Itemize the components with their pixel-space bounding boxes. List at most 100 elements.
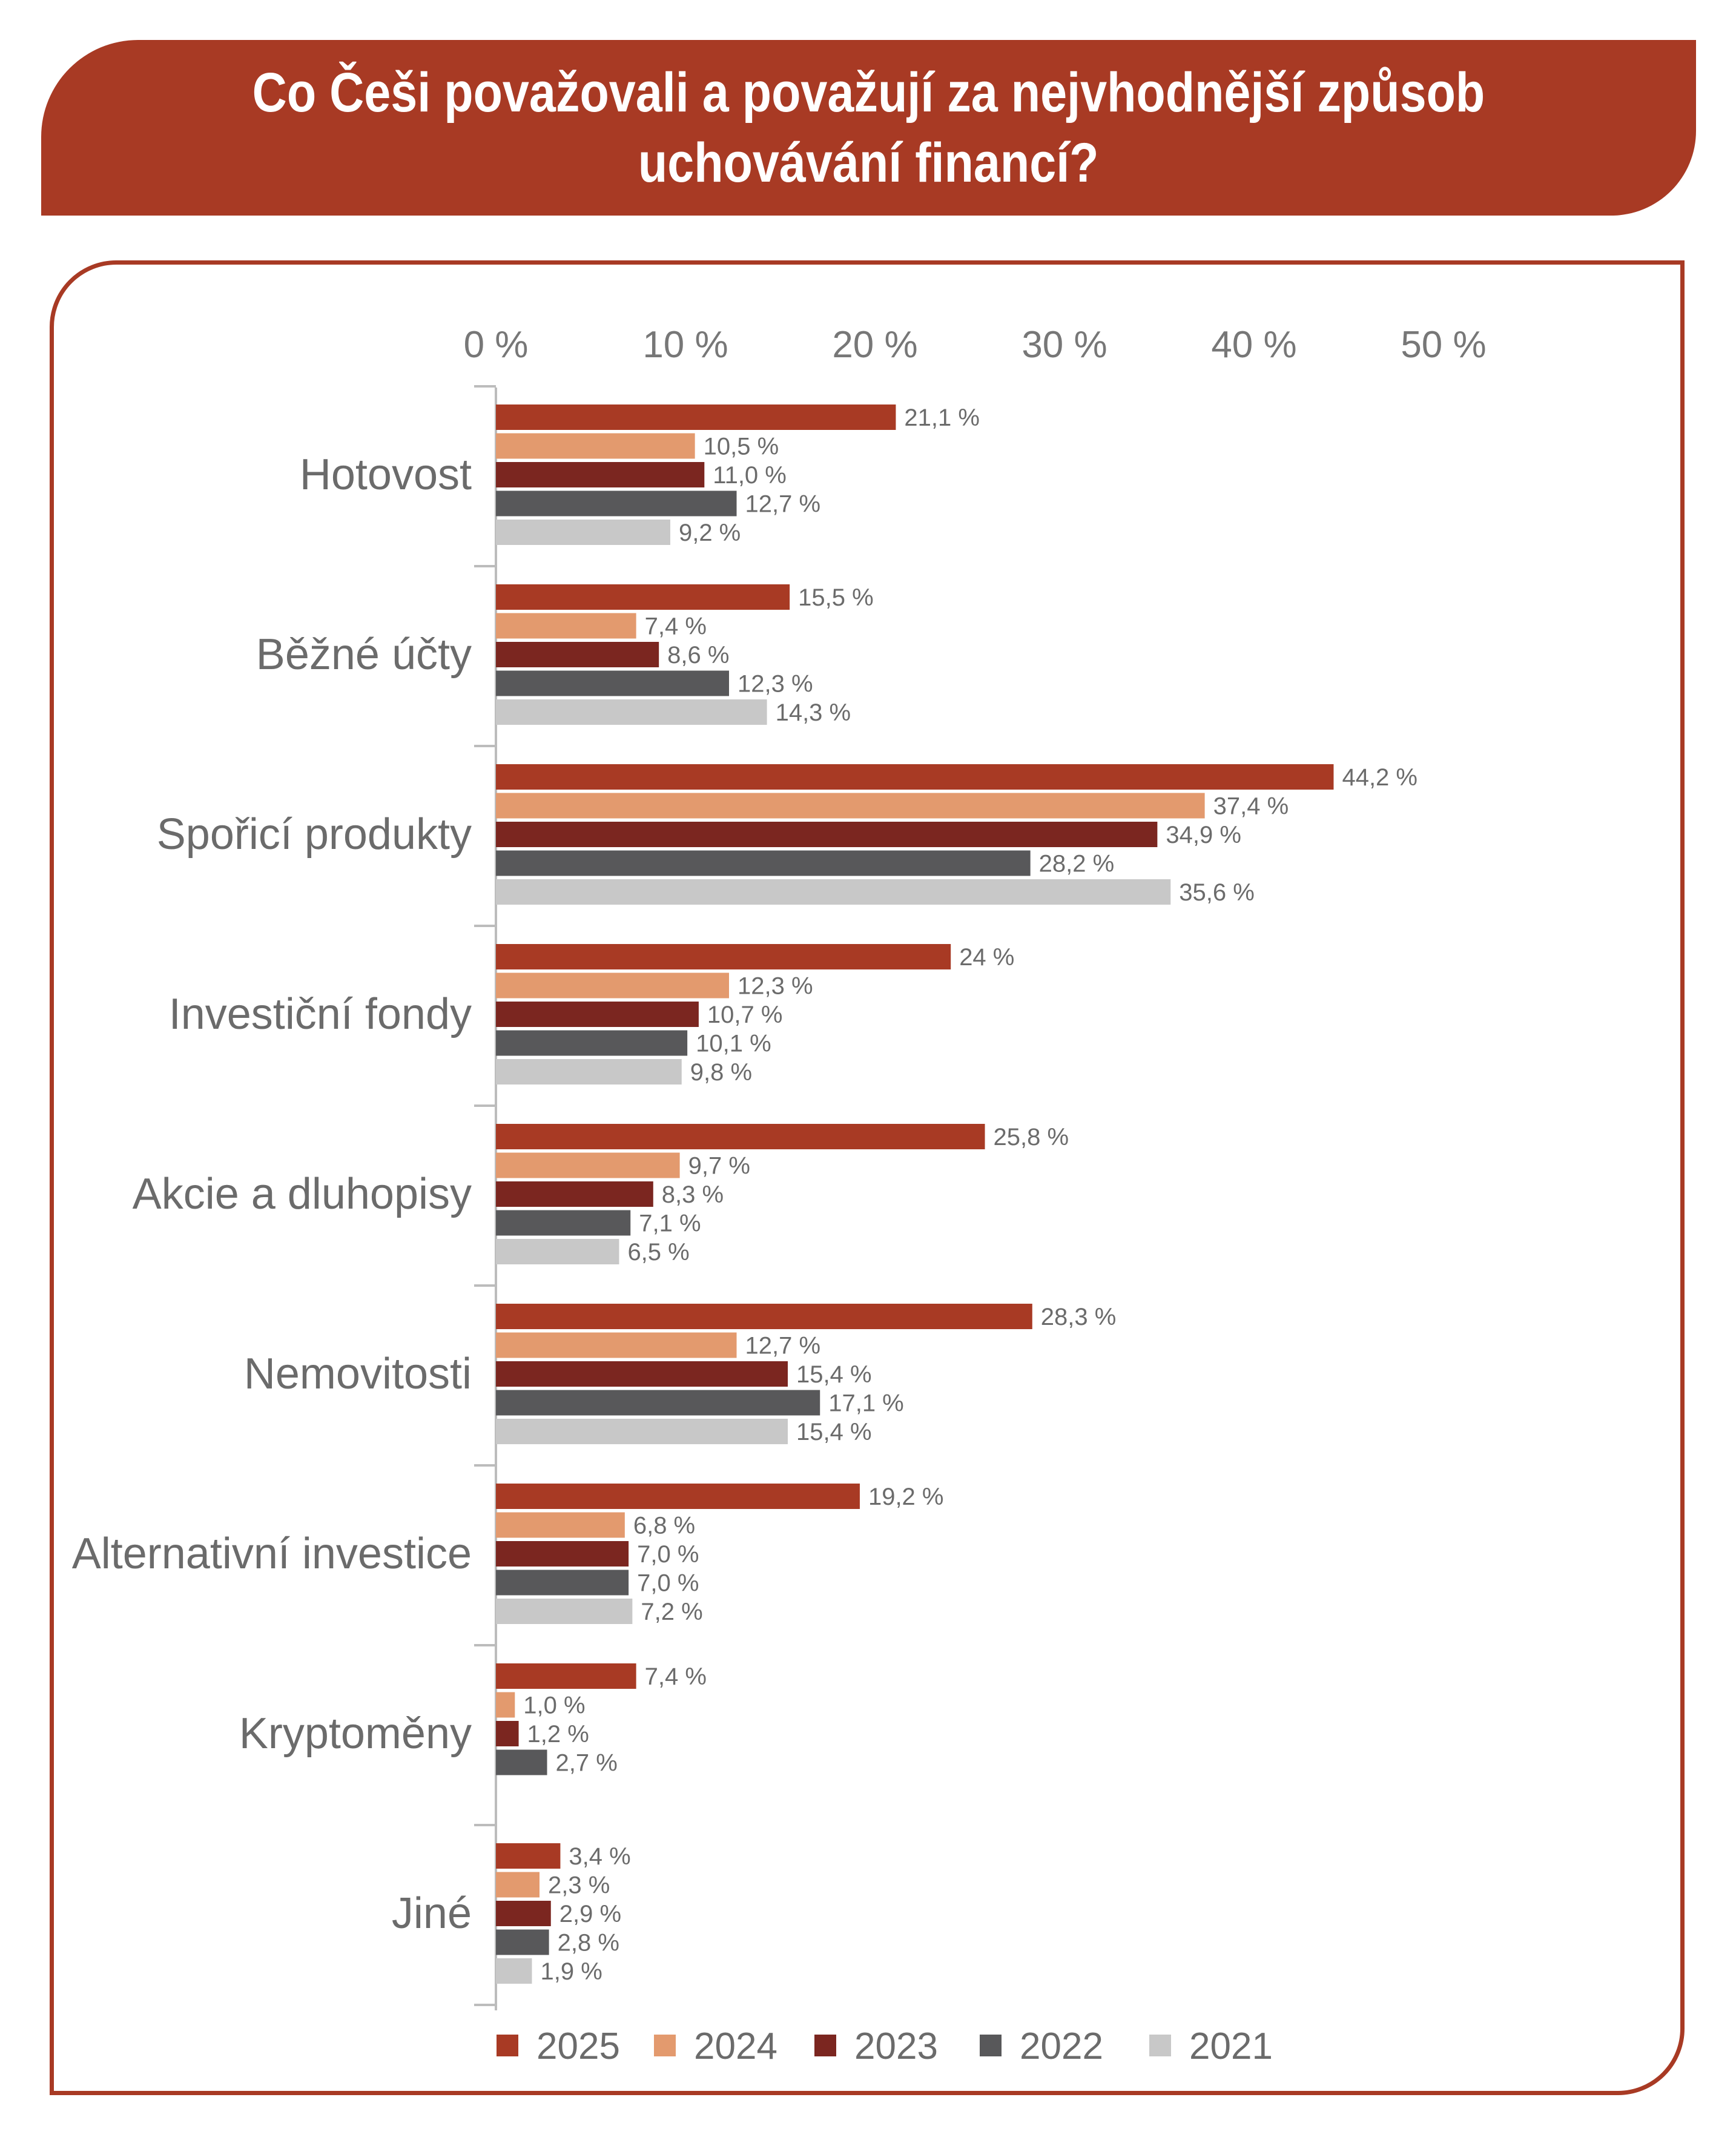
data-label-2025: 28,3 % [1041,1304,1117,1330]
bar-2024 [496,1512,625,1538]
bar-2025 [496,764,1334,790]
legend-label-2024: 2024 [694,2025,777,2067]
bar-2023 [496,462,705,487]
legend-label-2022: 2022 [1020,2025,1103,2067]
data-label-2024: 9,7 % [688,1153,750,1180]
data-label-2022: 2,7 % [556,1750,618,1777]
data-label-2022: 17,1 % [828,1390,904,1417]
bar-2023 [496,1901,551,1926]
bar-2024 [496,1692,515,1718]
bar-2022 [496,1929,549,1955]
chart-frame [50,260,1685,2095]
legend-swatch-2021 [1149,2035,1171,2056]
x-tick-label: 40 % [1211,324,1296,366]
bar-2023 [496,822,1158,847]
bar-2021 [496,879,1171,905]
data-label-2022: 10,1 % [696,1031,771,1057]
bar-2021 [496,1059,682,1085]
data-label-2023: 15,4 % [796,1361,872,1388]
bar-2023 [496,1002,699,1027]
data-label-2023: 1,2 % [527,1721,589,1748]
bar-2023 [496,1541,629,1567]
data-label-2023: 11,0 % [713,462,787,489]
data-label-2024: 6,8 % [633,1513,695,1539]
bar-2022 [496,490,737,517]
x-tick-label: 50 % [1401,324,1486,366]
data-label-2025: 44,2 % [1342,764,1418,791]
bar-2021 [496,1599,633,1624]
chart-title-line-2: uchovávání financí? [638,132,1099,194]
bar-2024 [496,1152,680,1178]
bar-2024 [496,1332,737,1358]
data-label-2023: 2,9 % [559,1901,621,1927]
legend-swatch-2023 [814,2035,836,2056]
category-label: Jiné [392,1889,472,1938]
bar-2025 [496,404,896,430]
bar-2021 [496,520,670,545]
legend-swatch-2025 [497,2035,518,2056]
category-label: Investiční fondy [169,990,472,1038]
legend-label-2021: 2021 [1189,2025,1273,2067]
data-label-2025: 25,8 % [994,1124,1069,1151]
bar-2024 [496,793,1205,819]
bar-2022 [496,1030,688,1056]
legend-label-2023: 2023 [854,2025,938,2067]
bar-2024 [496,433,695,459]
legend-label-2025: 2025 [536,2025,620,2067]
data-label-2024: 7,4 % [645,613,707,640]
x-tick-label: 30 % [1021,324,1107,366]
bar-2022 [496,850,1031,876]
data-label-2024: 12,3 % [738,973,813,1000]
chart-title-line-1: Co Češi považovali a považují za nejvhod… [252,62,1485,124]
bar-2021 [496,1958,532,1984]
bar-2024 [496,972,729,999]
data-label-2025: 19,2 % [868,1484,944,1510]
legend-swatch-2024 [654,2035,676,2056]
category-label: Běžné účty [256,630,472,679]
x-tick-label: 10 % [642,324,728,366]
bar-2025 [496,584,790,610]
title-banner: Co Češi považovali a považují za nejvhod… [41,40,1696,216]
bar-2025 [496,1304,1032,1329]
data-label-2022: 12,3 % [738,671,813,698]
bar-2022 [496,1749,547,1775]
data-label-2023: 8,6 % [667,642,729,669]
category-label: Spořicí produkty [157,810,472,859]
data-label-2021: 9,8 % [690,1059,752,1086]
bar-2023 [496,642,659,667]
data-label-2024: 2,3 % [548,1872,610,1899]
bar-2021 [496,699,767,725]
data-label-2022: 7,1 % [639,1210,701,1237]
bar-2022 [496,1390,820,1416]
bar-2025 [496,1663,636,1689]
bar-2024 [496,1872,540,1898]
data-label-2023: 34,9 % [1166,822,1241,848]
data-label-2023: 7,0 % [637,1541,699,1568]
bar-2021 [496,1239,619,1264]
bar-2025 [496,1484,860,1509]
bar-2025 [496,1124,985,1149]
bar-2021 [496,1419,788,1444]
data-label-2024: 37,4 % [1213,793,1289,820]
data-label-2025: 15,5 % [798,584,874,611]
bar-2022 [496,670,729,696]
data-label-2021: 7,2 % [641,1599,702,1625]
bar-2025 [496,1843,561,1869]
category-label: Nemovitosti [244,1350,472,1398]
data-label-2021: 35,6 % [1179,879,1255,906]
legend-swatch-2022 [980,2035,1002,2056]
bar-2023 [496,1361,788,1387]
data-label-2025: 24 % [959,944,1014,971]
data-label-2023: 10,7 % [707,1002,783,1028]
data-label-2021: 15,4 % [796,1419,872,1445]
bar-2023 [496,1181,653,1207]
category-label: Alternativní investice [72,1530,472,1578]
data-label-2022: 28,2 % [1039,851,1115,877]
bar-2022 [496,1570,629,1596]
data-label-2023: 8,3 % [662,1181,724,1208]
data-label-2025: 21,1 % [904,404,980,431]
data-label-2021: 1,9 % [540,1958,602,1985]
data-label-2022: 7,0 % [637,1570,699,1597]
data-label-2021: 6,5 % [627,1239,689,1266]
